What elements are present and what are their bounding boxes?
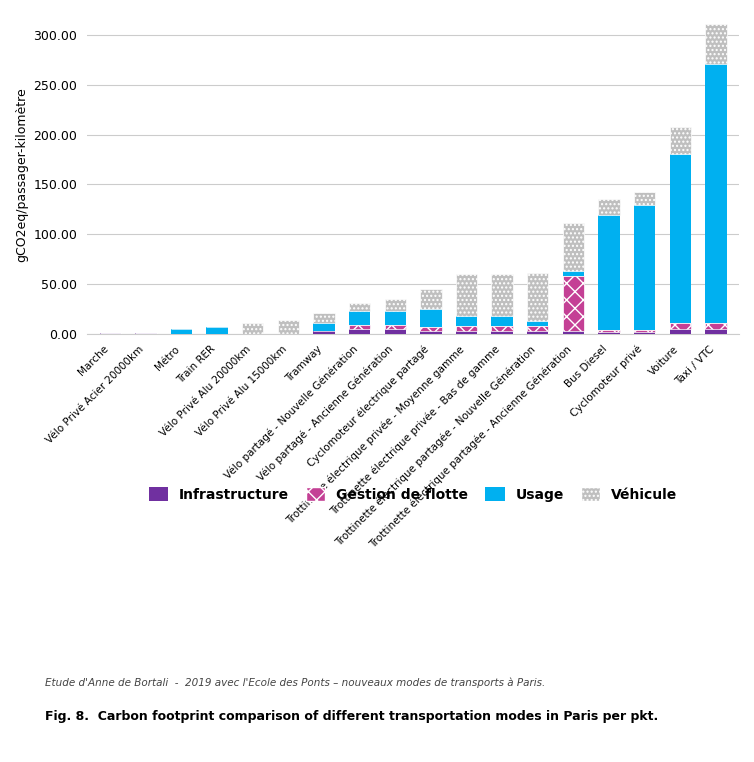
Bar bbox=[527, 326, 548, 331]
Bar bbox=[314, 331, 335, 334]
Text: Fig. 8.  Carbon footprint comparison of different transportation modes in Paris : Fig. 8. Carbon footprint comparison of d… bbox=[45, 710, 658, 723]
Bar bbox=[670, 323, 691, 329]
Bar bbox=[314, 323, 335, 331]
Bar bbox=[670, 126, 691, 154]
Bar bbox=[385, 299, 406, 311]
Bar bbox=[135, 332, 157, 334]
Bar bbox=[492, 331, 513, 334]
Bar bbox=[634, 193, 655, 206]
Bar bbox=[349, 303, 370, 311]
Bar bbox=[207, 327, 228, 334]
Y-axis label: gCO2eq/passager-kilomètre: gCO2eq/passager-kilomètre bbox=[15, 87, 28, 262]
Bar bbox=[527, 331, 548, 334]
Bar bbox=[277, 320, 299, 334]
Bar bbox=[385, 329, 406, 334]
Bar bbox=[634, 330, 655, 332]
Bar bbox=[492, 274, 513, 316]
Bar bbox=[670, 154, 691, 323]
Bar bbox=[562, 271, 584, 276]
Legend: Infrastructure, Gestion de flotte, Usage, Véhicule: Infrastructure, Gestion de flotte, Usage… bbox=[143, 482, 683, 507]
Bar bbox=[492, 316, 513, 326]
Bar bbox=[171, 328, 192, 334]
Bar bbox=[562, 223, 584, 271]
Bar bbox=[705, 64, 727, 323]
Bar bbox=[562, 331, 584, 334]
Bar bbox=[385, 311, 406, 325]
Bar bbox=[420, 327, 442, 331]
Bar bbox=[599, 216, 620, 330]
Bar bbox=[492, 326, 513, 331]
Bar bbox=[670, 329, 691, 334]
Bar bbox=[349, 329, 370, 334]
Text: Etude d'Anne de Bortali  -  2019 avec l'Ecole des Ponts – nouveaux modes de tran: Etude d'Anne de Bortali - 2019 avec l'Ec… bbox=[45, 677, 545, 688]
Bar bbox=[420, 309, 442, 327]
Bar bbox=[349, 325, 370, 329]
Bar bbox=[527, 321, 548, 326]
Bar bbox=[599, 200, 620, 216]
Bar bbox=[634, 332, 655, 334]
Bar bbox=[705, 323, 727, 329]
Bar bbox=[420, 331, 442, 334]
Bar bbox=[456, 331, 477, 334]
Bar bbox=[456, 316, 477, 326]
Bar bbox=[705, 329, 727, 334]
Bar bbox=[349, 311, 370, 325]
Bar bbox=[420, 290, 442, 309]
Bar bbox=[456, 326, 477, 331]
Bar bbox=[314, 313, 335, 323]
Bar bbox=[599, 332, 620, 334]
Bar bbox=[599, 330, 620, 332]
Bar bbox=[705, 24, 727, 64]
Bar bbox=[527, 274, 548, 321]
Bar bbox=[385, 325, 406, 329]
Bar bbox=[242, 323, 263, 334]
Bar bbox=[100, 332, 121, 334]
Bar bbox=[562, 276, 584, 331]
Bar bbox=[456, 274, 477, 316]
Bar bbox=[634, 206, 655, 330]
